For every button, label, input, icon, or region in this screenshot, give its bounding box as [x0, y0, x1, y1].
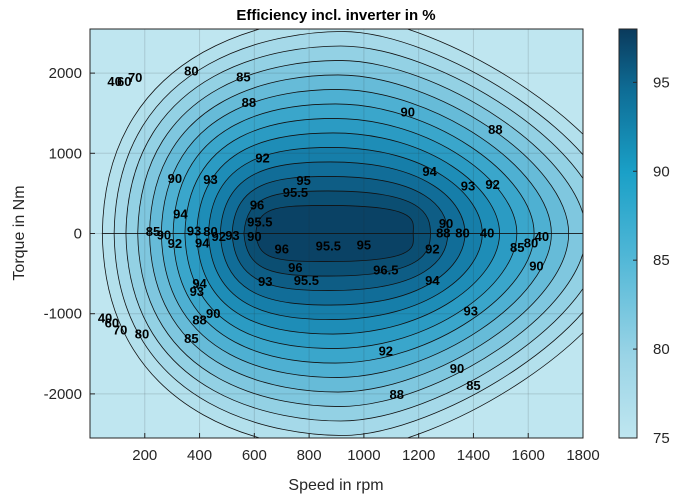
- contour-label: 85: [466, 378, 480, 393]
- colorbar-tick-label: 80: [653, 341, 670, 358]
- contour-label: 93: [225, 228, 239, 243]
- x-tick-label: 800: [297, 447, 322, 464]
- contour-label: 92: [211, 229, 225, 244]
- contour-label: 95.5: [294, 273, 319, 288]
- contour-label: 90: [439, 216, 453, 231]
- contour-label: 96: [250, 198, 264, 213]
- contour-label: 93: [463, 303, 477, 318]
- y-tick-label: 2000: [49, 65, 82, 82]
- contour-label: 88: [390, 387, 404, 402]
- contour-label: 95: [296, 173, 310, 188]
- x-tick-label: 1200: [402, 447, 435, 464]
- contour-label: 95: [357, 238, 371, 253]
- contour-label: 93: [190, 284, 204, 299]
- contour-label: 88: [488, 122, 502, 137]
- x-axis-ticks: 200 400 600 800 1000 1200 1400 1600 1800: [132, 433, 600, 464]
- contour-label: 93: [461, 178, 475, 193]
- contour-label: 70: [128, 70, 142, 85]
- contour-label: 94: [425, 273, 440, 288]
- x-tick-label: 1800: [566, 447, 599, 464]
- x-tick-label: 1000: [347, 447, 380, 464]
- y-tick-label: -2000: [44, 386, 82, 403]
- contour-label: 40: [98, 311, 112, 326]
- colorbar-tick-label: 75: [653, 430, 670, 447]
- contour-label: 96: [274, 242, 288, 257]
- contour-label: 40: [535, 229, 549, 244]
- colorbar-ticks: 75 80 85 90 95: [633, 74, 670, 447]
- contour-label: 85: [146, 224, 160, 239]
- contour-label: 94: [192, 276, 207, 291]
- contour-band: [255, 205, 414, 234]
- contour-label: 90: [168, 171, 182, 186]
- contour-label: 80: [135, 327, 149, 342]
- x-axis-label: Speed in rpm: [288, 477, 383, 494]
- contour-label: 88: [192, 312, 206, 327]
- y-tick-label: 0: [74, 226, 82, 243]
- contour-label: 90: [529, 259, 543, 274]
- contour-label: 95.5: [283, 185, 308, 200]
- y-axis-ticks: -2000 -1000 0 1000 2000: [44, 65, 95, 403]
- contour-label: 92: [255, 150, 269, 165]
- contour-label: 94: [422, 164, 437, 179]
- colorbar-tick-label: 95: [653, 74, 670, 91]
- contour-label: 90: [450, 361, 464, 376]
- contour-label: 40: [107, 74, 121, 89]
- contour-label: 80: [184, 64, 198, 79]
- contour-label: 92: [379, 344, 393, 359]
- contour-label: 90: [157, 227, 171, 242]
- contour-label: 85: [236, 69, 250, 84]
- contour-label: 95.5: [247, 214, 272, 229]
- contour-plot-area: [90, 29, 583, 438]
- colorbar-tick-label: 90: [653, 163, 670, 180]
- contour-label: 94: [195, 235, 210, 250]
- contour-label: 88: [242, 95, 256, 110]
- contour-label: 93: [258, 274, 272, 289]
- contour-label: 85: [184, 331, 198, 346]
- x-tick-label: 1600: [512, 447, 545, 464]
- chart-title: Efficiency incl. inverter in %: [236, 7, 435, 24]
- contour-label: 93: [187, 223, 201, 238]
- contour-label: 96.5: [373, 263, 398, 278]
- contour-label: 88: [436, 226, 450, 241]
- y-axis-label: Torque in Nm: [11, 185, 28, 280]
- y-tick-label: -1000: [44, 306, 82, 323]
- x-tick-label: 200: [132, 447, 157, 464]
- colorbar-tick-label: 85: [653, 252, 670, 269]
- x-tick-label: 1400: [457, 447, 490, 464]
- colorbar: [618, 28, 638, 439]
- x-tick-label: 400: [187, 447, 212, 464]
- y-tick-label: 1000: [49, 145, 82, 162]
- contour-label: 90: [400, 105, 414, 120]
- contour-band: [255, 233, 414, 262]
- contour-label: 60: [105, 316, 119, 331]
- contour-label: 90: [206, 306, 220, 321]
- contour-label: 60: [117, 74, 131, 89]
- contour-label: 70: [113, 323, 127, 338]
- contour-label: 80: [203, 224, 217, 239]
- contour-label: 95.5: [316, 239, 341, 254]
- contour-label: 92: [168, 236, 182, 251]
- contour-label: 80: [455, 226, 469, 241]
- contour-label: 85: [510, 240, 524, 255]
- contour-label: 90: [247, 229, 261, 244]
- contour-label: 80: [524, 235, 538, 250]
- contour-label: 40: [480, 226, 494, 241]
- x-tick-label: 600: [242, 447, 267, 464]
- contour-label: 96: [288, 260, 302, 275]
- contour-label: 94: [173, 206, 188, 221]
- contour-label: 92: [485, 177, 499, 192]
- contour-label: 93: [203, 172, 217, 187]
- contour-label: 92: [425, 242, 439, 257]
